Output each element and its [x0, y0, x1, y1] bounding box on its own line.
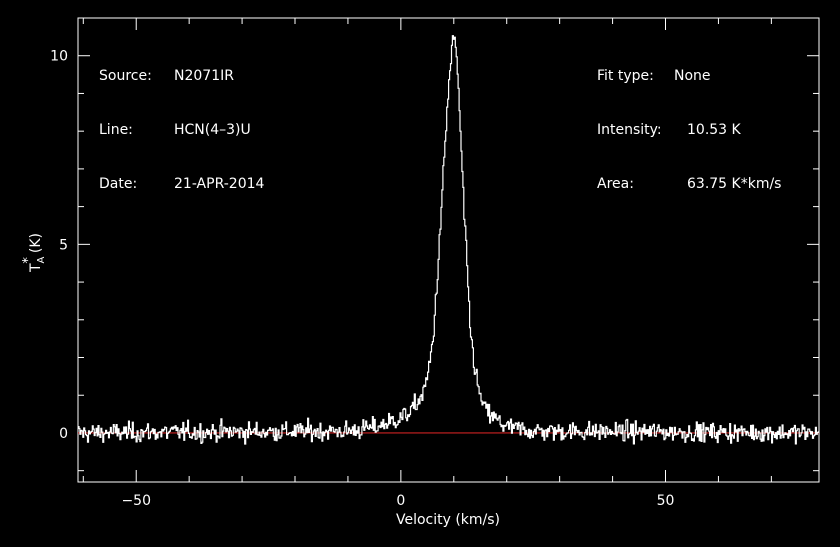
- y-axis-label: TA* (K): [21, 233, 47, 273]
- plot-frame: [77, 17, 820, 483]
- date-label: Date:: [99, 176, 138, 192]
- x-axis-label: Velocity (km/s): [396, 512, 500, 528]
- y-axis-label-unit: (K): [28, 233, 44, 253]
- y-axis-label-main: T: [28, 263, 44, 273]
- line-label: Line:: [99, 122, 133, 138]
- intensity-row: Intensity: 10.53 K: [597, 122, 781, 144]
- y-axis-tick-labels: 0 5 10: [50, 49, 68, 442]
- x-axis-tick-labels: −50 0 50: [121, 493, 674, 509]
- source-row: Source: N2071IR: [99, 68, 264, 90]
- x-axis-ticks: [82, 18, 772, 482]
- line-value: HCN(4–3)U: [174, 122, 251, 138]
- y-tick-label: 5: [59, 237, 68, 253]
- fit-type-value: None: [674, 68, 711, 84]
- svg-text:TA*(K): TA* (K): [21, 233, 47, 273]
- x-tick-label: −50: [121, 493, 151, 509]
- line-row: Line: HCN(4–3)U: [99, 122, 264, 144]
- fit-type-row: Fit type: None: [597, 68, 781, 90]
- y-axis-ticks: [78, 55, 819, 472]
- area-value: 63.75 K*km/s: [687, 176, 782, 192]
- y-tick-label: 0: [59, 426, 68, 442]
- x-tick-label: 0: [396, 493, 405, 509]
- source-label: Source:: [99, 68, 152, 84]
- y-tick-label: 10: [50, 49, 68, 65]
- intensity-label: Intensity:: [597, 122, 662, 138]
- spectrum-trace: [78, 35, 819, 445]
- date-value: 21-APR-2014: [174, 176, 265, 192]
- area-label: Area:: [597, 176, 634, 192]
- intensity-value: 10.53 K: [687, 122, 741, 138]
- source-value: N2071IR: [174, 68, 234, 84]
- fit-type-label: Fit type:: [597, 68, 654, 84]
- area-row: Area: 63.75 K*km/s: [597, 176, 781, 198]
- header-right-block: Fit type: None Intensity: 10.53 K Area: 63.…: [597, 36, 781, 214]
- y-axis-label-sup: *: [21, 257, 36, 264]
- header-left-block: Source: N2071IR Line: HCN(4–3)U Date: 21-AP…: [99, 36, 264, 214]
- x-tick-label: 50: [657, 493, 675, 509]
- date-row: Date: 21-APR-2014: [99, 176, 264, 198]
- y-axis-label-sub: A: [36, 256, 47, 263]
